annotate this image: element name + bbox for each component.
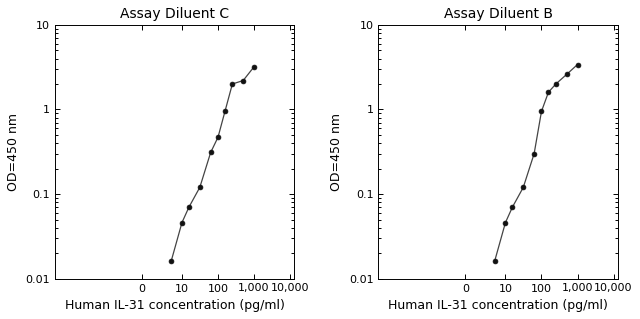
X-axis label: Human IL-31 concentration (pg/ml): Human IL-31 concentration (pg/ml) [388, 299, 608, 312]
Y-axis label: OD=450 nm: OD=450 nm [7, 113, 20, 191]
X-axis label: Human IL-31 concentration (pg/ml): Human IL-31 concentration (pg/ml) [65, 299, 285, 312]
Y-axis label: OD=450 nm: OD=450 nm [330, 113, 344, 191]
Title: Assay Diluent C: Assay Diluent C [120, 7, 229, 21]
Title: Assay Diluent B: Assay Diluent B [444, 7, 552, 21]
